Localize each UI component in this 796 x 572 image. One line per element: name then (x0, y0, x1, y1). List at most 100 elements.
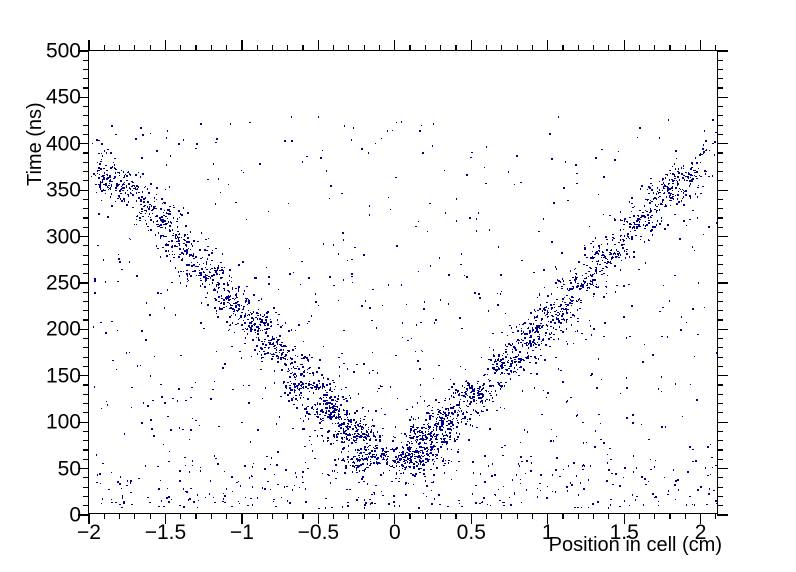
scatter-point (343, 423, 345, 426)
scatter-point (243, 290, 246, 292)
scatter-point (637, 219, 639, 221)
scatter-point (614, 291, 617, 293)
scatter-point (515, 356, 517, 358)
scatter-point (441, 406, 444, 409)
scatter-point (466, 174, 468, 176)
scatter-point (222, 283, 225, 286)
scatter-point (650, 182, 652, 185)
scatter-point (149, 375, 152, 377)
scatter-point (257, 333, 259, 335)
scatter-point (265, 321, 268, 323)
scatter-point (455, 220, 458, 222)
scatter-point (211, 252, 213, 254)
scatter-point (462, 417, 464, 420)
scatter-point (693, 355, 696, 358)
scatter-point (267, 322, 269, 325)
scatter-point (618, 241, 620, 244)
scatter-point (446, 435, 449, 437)
scatter-point (347, 425, 350, 428)
scatter-point (416, 461, 418, 464)
scatter-point (191, 265, 194, 267)
scatter-point (639, 188, 642, 190)
scatter-point (342, 232, 344, 234)
scatter-point (274, 344, 276, 347)
scatter-point (606, 258, 609, 261)
scatter-point (476, 426, 478, 429)
scatter-point (518, 465, 521, 467)
scatter-point (216, 138, 218, 140)
scatter-point (680, 316, 683, 318)
scatter-point (96, 172, 99, 175)
scatter-point (188, 255, 191, 257)
scatter-point (650, 468, 652, 471)
scatter-point (540, 342, 543, 345)
scatter-point (535, 357, 537, 360)
scatter-point (319, 386, 322, 388)
scatter-point (141, 330, 143, 332)
scatter-point (595, 270, 598, 272)
scatter-point (335, 408, 338, 411)
scatter-point (425, 495, 428, 498)
scatter-point (412, 483, 415, 486)
scatter-point (520, 338, 523, 341)
scatter-point (293, 376, 296, 378)
scatter-point (122, 182, 125, 185)
scatter-point (135, 223, 138, 226)
scatter-point (406, 454, 408, 457)
scatter-point (206, 258, 209, 260)
scatter-point (457, 414, 460, 416)
scatter-point (551, 474, 554, 476)
scatter-point (547, 320, 550, 323)
scatter-point (215, 310, 218, 312)
scatter-point (409, 418, 411, 421)
scatter-point (677, 170, 679, 173)
scatter-point (270, 457, 273, 459)
scatter-point (668, 199, 671, 202)
scatter-point (566, 400, 569, 402)
scatter-point (568, 289, 570, 292)
scatter-point (652, 493, 654, 495)
scatter-point (404, 433, 406, 435)
scatter-point (449, 438, 451, 441)
scatter-point (123, 501, 125, 503)
scatter-point (429, 415, 431, 417)
scatter-point (249, 441, 252, 443)
scatter-point (349, 397, 352, 399)
scatter-point (184, 250, 186, 252)
scatter-point (355, 441, 357, 444)
scatter-point (371, 351, 374, 354)
y-tick-minor (717, 430, 723, 433)
scatter-point (231, 505, 233, 508)
scatter-point (349, 488, 351, 491)
scatter-point (543, 312, 546, 314)
scatter-point (419, 456, 421, 458)
scatter-point (324, 414, 326, 417)
scatter-point (685, 194, 687, 196)
scatter-point (559, 281, 562, 284)
scatter-point (613, 217, 616, 220)
scatter-point (672, 198, 675, 200)
scatter-point (308, 380, 311, 383)
scatter-point (322, 440, 325, 442)
scatter-point (168, 501, 170, 503)
scatter-point (401, 467, 404, 470)
scatter-point (664, 177, 667, 180)
scatter-point (288, 247, 291, 250)
scatter-point (641, 476, 643, 478)
y-tick-minor (83, 291, 89, 293)
scatter-point (532, 341, 534, 343)
scatter-point (413, 457, 416, 460)
scatter-point (264, 346, 266, 349)
scatter-point (218, 296, 220, 299)
scatter-point (520, 341, 523, 344)
scatter-point (493, 368, 495, 370)
scatter-point (553, 202, 555, 204)
scatter-point (292, 374, 295, 376)
scatter-point (545, 332, 547, 334)
scatter-point (702, 185, 704, 188)
scatter-point (271, 358, 273, 360)
scatter-point (276, 355, 278, 357)
scatter-point (637, 218, 639, 220)
scatter-point (526, 327, 529, 330)
scatter-point (649, 187, 651, 189)
